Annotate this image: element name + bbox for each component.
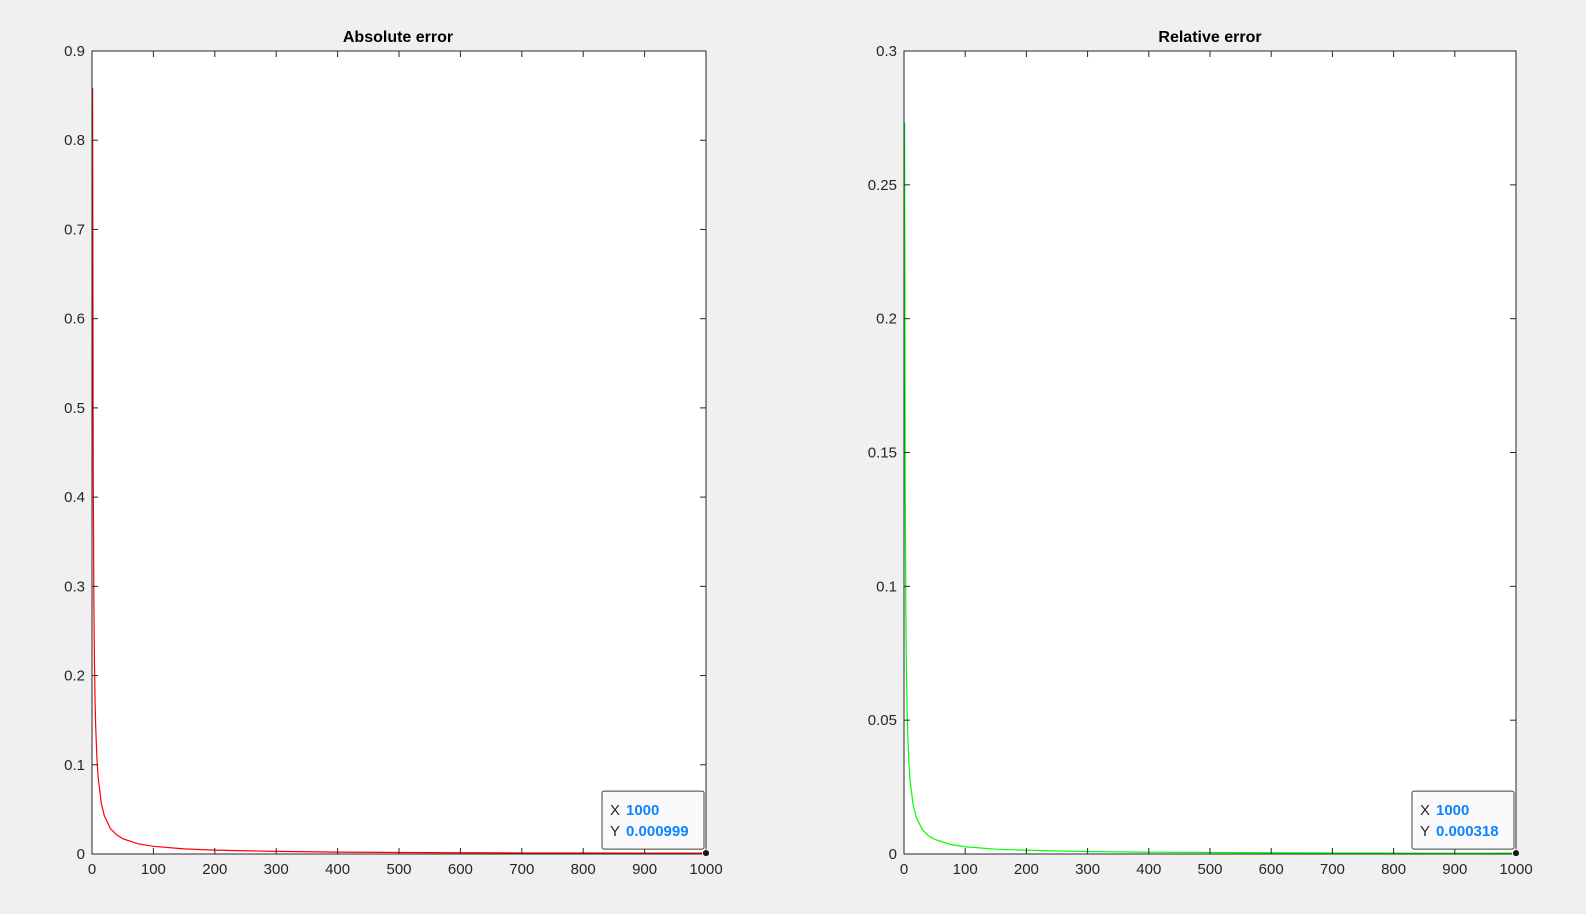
x-tick-label: 1000	[1499, 861, 1532, 878]
datatip-y-value: 0.000318	[1436, 823, 1499, 840]
datatip-y-label: Y	[610, 823, 620, 840]
x-tick-label: 200	[202, 861, 227, 878]
datatip-y-label: Y	[1420, 823, 1430, 840]
datatip-box	[1411, 790, 1515, 850]
relative-error-chart: Relative error 0 100 200 300 400 500 600 700 800…	[868, 29, 1533, 878]
datatip-y-value: 0.000999	[626, 823, 689, 840]
x-tick-label: 300	[264, 861, 289, 878]
datatip[interactable]: X 1000 Y 0.000999	[601, 790, 705, 850]
y-tick-label: 0.2	[876, 311, 897, 328]
y-tick-label: 0.8	[64, 132, 85, 149]
chart-title: Absolute error	[343, 29, 453, 46]
x-tick-label: 0	[88, 861, 96, 878]
y-tick-label: 0.3	[876, 43, 897, 60]
x-tick-label: 800	[1381, 861, 1406, 878]
x-tick-label: 800	[571, 861, 596, 878]
x-tick-label: 700	[509, 861, 534, 878]
x-tick-label: 900	[1442, 861, 1467, 878]
datatip-marker[interactable]	[1512, 849, 1520, 858]
x-tick-label: 100	[141, 861, 166, 878]
y-tick-label: 0.4	[64, 489, 85, 506]
y-tick-label: 0.2	[64, 668, 85, 685]
x-tick-label: 600	[1259, 861, 1284, 878]
x-tick-label: 300	[1075, 861, 1100, 878]
chart-title: Relative error	[1158, 29, 1261, 46]
y-tick-label: 0.5	[64, 400, 85, 417]
y-tick-label: 0.15	[868, 445, 897, 462]
y-tick-label: 0.3	[64, 578, 85, 595]
x-tick-label: 100	[953, 861, 978, 878]
absolute-error-chart: Absolute error 0 100 200 300 400 500 600 700 800…	[64, 29, 723, 878]
datatip-x-label: X	[610, 802, 620, 819]
y-tick-label: 0.1	[876, 578, 897, 595]
plot-area	[904, 51, 1516, 854]
plot-area	[92, 51, 706, 854]
datatip-marker[interactable]	[702, 849, 710, 858]
x-tick-label: 700	[1320, 861, 1345, 878]
y-tick-label: 0.9	[64, 43, 85, 60]
x-tick-label: 400	[1136, 861, 1161, 878]
y-tick-label: 0.6	[64, 311, 85, 328]
x-tick-label: 0	[900, 861, 908, 878]
y-tick-label: 0	[889, 846, 897, 863]
datatip-box	[601, 790, 705, 850]
x-tick-label: 200	[1014, 861, 1039, 878]
y-tick-label: 0.1	[64, 757, 85, 774]
x-tick-label: 400	[325, 861, 350, 878]
datatip-x-value: 1000	[626, 802, 659, 819]
y-tick-label: 0.05	[868, 712, 897, 729]
x-tick-label: 500	[386, 861, 411, 878]
y-tick-label: 0.7	[64, 221, 85, 238]
x-tick-label: 1000	[689, 861, 722, 878]
x-tick-label: 900	[632, 861, 657, 878]
x-tick-label: 500	[1197, 861, 1222, 878]
datatip-x-label: X	[1420, 802, 1430, 819]
y-tick-label: 0	[77, 846, 85, 863]
datatip[interactable]: X 1000 Y 0.000318	[1411, 790, 1515, 850]
y-tick-label: 0.25	[868, 177, 897, 194]
datatip-x-value: 1000	[1436, 802, 1469, 819]
x-tick-label: 600	[448, 861, 473, 878]
